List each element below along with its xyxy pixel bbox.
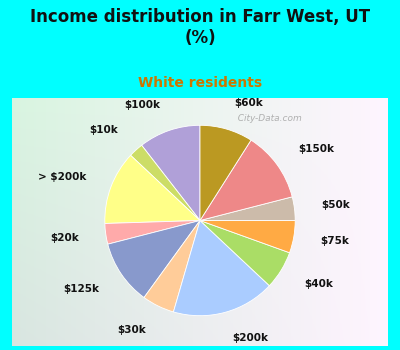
Text: $100k: $100k xyxy=(124,100,160,110)
Wedge shape xyxy=(105,155,200,224)
Wedge shape xyxy=(200,197,295,220)
Text: $30k: $30k xyxy=(118,325,146,335)
Text: $20k: $20k xyxy=(51,233,79,243)
Wedge shape xyxy=(144,220,200,312)
Wedge shape xyxy=(142,125,200,220)
Text: Income distribution in Farr West, UT
(%): Income distribution in Farr West, UT (%) xyxy=(30,8,370,47)
Text: White residents: White residents xyxy=(138,76,262,90)
Wedge shape xyxy=(200,220,295,253)
Wedge shape xyxy=(200,220,290,286)
Wedge shape xyxy=(105,220,200,244)
Text: $50k: $50k xyxy=(321,200,350,210)
Text: $75k: $75k xyxy=(320,237,349,246)
Text: City-Data.com: City-Data.com xyxy=(232,114,302,122)
Text: $40k: $40k xyxy=(304,279,333,289)
Wedge shape xyxy=(200,140,292,220)
Text: $10k: $10k xyxy=(89,125,118,135)
Text: $60k: $60k xyxy=(234,98,263,108)
Wedge shape xyxy=(108,220,200,298)
Text: $150k: $150k xyxy=(298,144,334,154)
Wedge shape xyxy=(131,145,200,220)
Text: $125k: $125k xyxy=(63,284,99,294)
Text: > $200k: > $200k xyxy=(38,173,86,182)
Wedge shape xyxy=(174,220,269,316)
Wedge shape xyxy=(200,125,251,220)
Text: $200k: $200k xyxy=(232,333,268,343)
